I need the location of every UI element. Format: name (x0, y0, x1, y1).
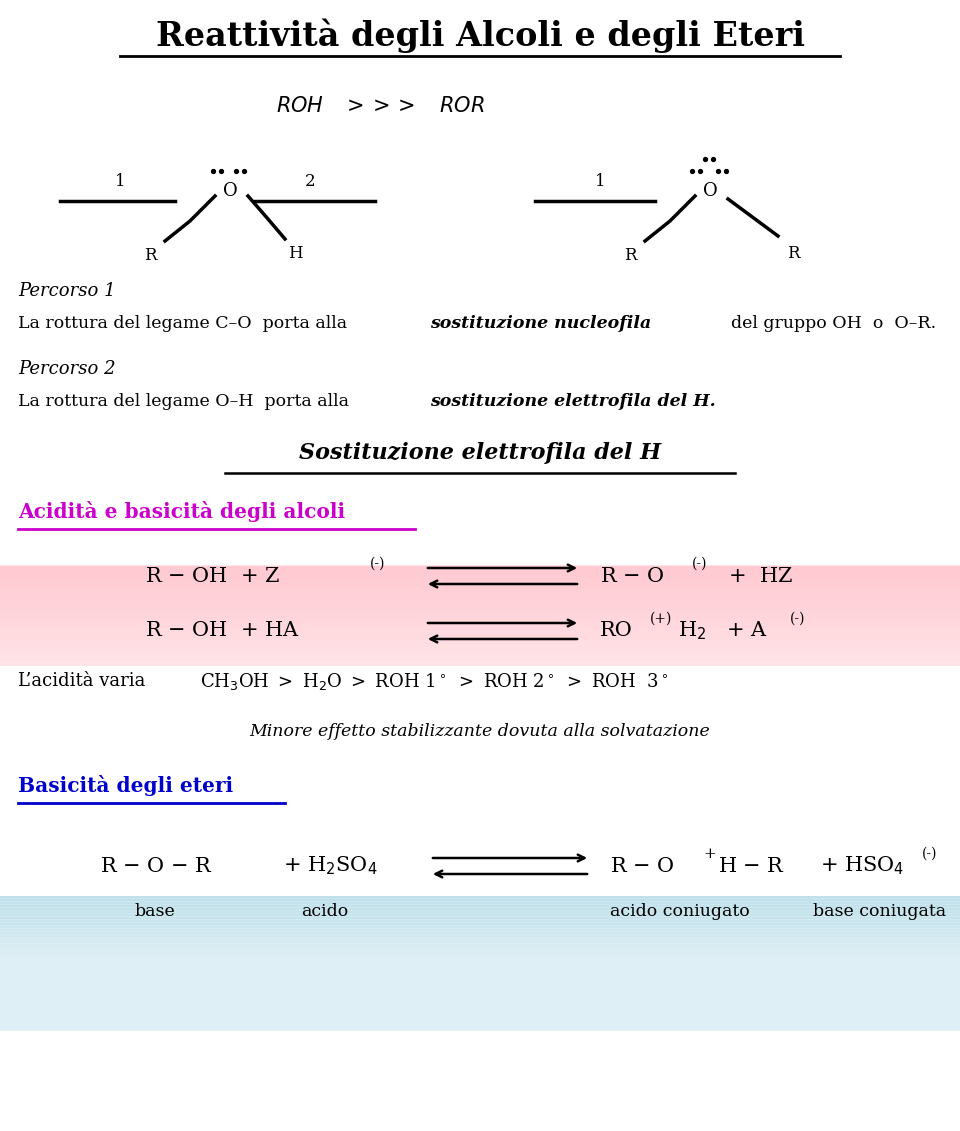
Text: R: R (787, 244, 800, 261)
Text: R: R (624, 248, 636, 265)
Text: $+$ A: $+$ A (720, 622, 768, 640)
Text: $+$ H$_2$SO$_4$: $+$ H$_2$SO$_4$ (283, 855, 377, 878)
Text: $ROH$   $>>>$   $ROR$: $ROH$ $>>>$ $ROR$ (276, 96, 485, 116)
Text: sostituzione elettrofila del H.: sostituzione elettrofila del H. (430, 392, 715, 409)
Text: H $-$ R: H $-$ R (718, 856, 785, 875)
Text: 1: 1 (114, 173, 126, 190)
Bar (0, 566, 960, 666)
Text: (-): (-) (790, 612, 805, 625)
Text: Reattività degli Alcoli e degli Eteri: Reattività degli Alcoli e degli Eteri (156, 19, 804, 53)
Text: (-): (-) (370, 556, 386, 571)
Text: +: + (703, 847, 716, 861)
Text: CH$_3$OH $>$ H$_2$O $>$ ROH 1$^\circ$ $>$ ROH 2$^\circ$ $>$ ROH  3$^\circ$: CH$_3$OH $>$ H$_2$O $>$ ROH 1$^\circ$ $>… (200, 671, 669, 691)
Text: La rottura del legame C–O  porta alla: La rottura del legame C–O porta alla (18, 314, 352, 331)
Text: R $-$ O: R $-$ O (610, 856, 674, 875)
Text: R $-$ OH  $+$ Z: R $-$ OH $+$ Z (145, 567, 279, 586)
Text: La rottura del legame O–H  porta alla: La rottura del legame O–H porta alla (18, 392, 354, 409)
Text: 2: 2 (304, 173, 315, 190)
Text: Basicità degli eteri: Basicità degli eteri (18, 776, 233, 796)
Text: L’acidità varia: L’acidità varia (18, 672, 145, 690)
Text: acido: acido (301, 903, 348, 920)
Text: H$_2$: H$_2$ (678, 620, 707, 642)
Text: del gruppo OH  o  O–R.: del gruppo OH o O–R. (720, 314, 936, 331)
Text: $+$ HSO$_4$: $+$ HSO$_4$ (820, 855, 904, 878)
Text: O: O (703, 182, 717, 200)
Text: Percorso 2: Percorso 2 (18, 360, 115, 378)
Text: $+$  HZ: $+$ HZ (715, 567, 793, 586)
Text: R: R (144, 248, 156, 265)
Text: sostituzione nucleofila: sostituzione nucleofila (430, 314, 651, 331)
Text: Sostituzione elettrofila del H: Sostituzione elettrofila del H (299, 442, 661, 464)
Text: R $-$ O $-$ R: R $-$ O $-$ R (100, 856, 212, 875)
Text: O: O (223, 182, 237, 200)
Text: R $-$ OH  $+$ HA: R $-$ OH $+$ HA (145, 622, 300, 640)
Text: H: H (288, 245, 302, 262)
Text: 1: 1 (594, 173, 606, 190)
Text: RO: RO (600, 622, 633, 640)
Text: Percorso 1: Percorso 1 (18, 282, 115, 300)
Text: acido coniugato: acido coniugato (611, 903, 750, 920)
Text: Acidità e basicità degli alcoli: Acidità e basicità degli alcoli (18, 501, 346, 521)
Bar (0, 896, 960, 1031)
Text: (-): (-) (692, 556, 708, 571)
Text: base coniugata: base coniugata (813, 903, 947, 920)
Text: (+): (+) (650, 612, 672, 625)
Text: (-): (-) (922, 847, 938, 861)
Text: Minore effetto stabilizzante dovuta alla solvatazione: Minore effetto stabilizzante dovuta alla… (250, 723, 710, 740)
Text: R $-$ O: R $-$ O (600, 567, 664, 586)
Text: base: base (134, 903, 176, 920)
